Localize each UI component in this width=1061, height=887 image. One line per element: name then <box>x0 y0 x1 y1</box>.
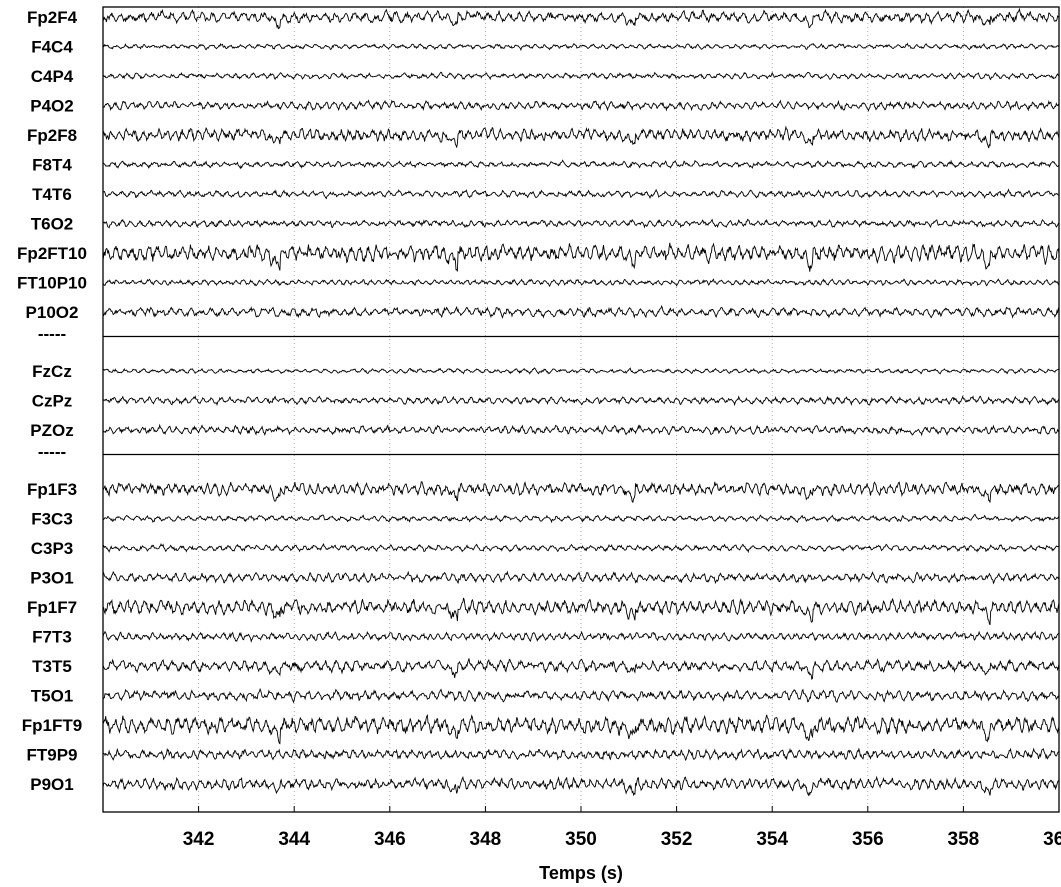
x-tick-label: 350 <box>565 829 597 850</box>
eeg-trace <box>102 367 1060 375</box>
eeg-trace <box>102 242 1060 272</box>
eeg-trace <box>102 42 1060 52</box>
eeg-trace <box>102 570 1060 585</box>
channel-label: P4O2 <box>30 97 73 116</box>
channel-label: PZOz <box>30 421 73 440</box>
channel-label: F7T3 <box>32 628 72 647</box>
eeg-trace <box>102 597 1060 626</box>
eeg-trace <box>102 99 1060 112</box>
eeg-trace <box>102 7 1060 30</box>
eeg-trace <box>102 125 1060 149</box>
eeg-trace <box>102 159 1060 170</box>
channel-label: CzPz <box>32 392 73 411</box>
eeg-trace <box>102 218 1060 229</box>
x-tick-label: 352 <box>661 829 693 850</box>
channel-label: FT9P9 <box>26 746 77 765</box>
channel-label: F4C4 <box>31 38 73 57</box>
x-tick-label: 344 <box>278 829 310 850</box>
x-tick-label: 356 <box>852 829 884 850</box>
eeg-trace <box>102 278 1060 288</box>
eeg-trace <box>102 304 1060 319</box>
x-axis: 342 344 346 348 350 352 354 356 358 360 <box>183 806 1061 850</box>
eeg-trace <box>102 687 1060 704</box>
channel-labels: Fp2F4 F4C4 C4P4 P4O2 Fp2F8 F8T4 T4T6 T6O2 Fp2FT1… <box>17 8 87 794</box>
x-axis-label: Temps (s) <box>539 863 623 883</box>
eeg-trace <box>102 480 1060 504</box>
eeg-trace <box>102 423 1060 437</box>
eeg-trace <box>102 714 1060 745</box>
eeg-trace <box>102 188 1060 200</box>
grid-lines <box>198 7 1060 812</box>
x-tick-label: 360 <box>1043 829 1061 850</box>
channel-label: T6O2 <box>31 215 74 234</box>
channel-label: T4T6 <box>32 185 72 204</box>
group-separator-label: ----- <box>38 325 66 344</box>
channel-label: Fp2FT10 <box>17 244 87 263</box>
channel-label: P9O1 <box>30 775 73 794</box>
eeg-trace <box>102 775 1060 797</box>
eeg-traces <box>102 7 1060 797</box>
eeg-trace <box>102 513 1060 524</box>
x-tick-label: 354 <box>756 829 788 850</box>
channel-label: T5O1 <box>31 687 74 706</box>
x-tick-label: 358 <box>948 829 980 850</box>
group-separator-label: ----- <box>38 443 66 462</box>
eeg-trace <box>102 630 1060 643</box>
channel-label: P10O2 <box>26 303 79 322</box>
channel-label: T3T5 <box>32 657 72 676</box>
channel-label: F3C3 <box>31 510 73 529</box>
x-tick-label: 346 <box>374 829 406 850</box>
channel-label: FT10P10 <box>17 274 87 293</box>
channel-label: Fp1F3 <box>27 480 77 499</box>
channel-label: Fp1FT9 <box>22 716 82 735</box>
eeg-trace <box>102 543 1060 554</box>
channel-label: F8T4 <box>32 156 72 175</box>
channel-label: C3P3 <box>31 539 74 558</box>
channel-label: Fp2F8 <box>27 126 77 145</box>
eeg-trace <box>102 747 1059 762</box>
eeg-trace <box>102 71 1059 81</box>
channel-label: Fp1F7 <box>27 598 77 617</box>
eeg-trace <box>102 658 1060 681</box>
eeg-trace <box>102 395 1060 407</box>
channel-label: C4P4 <box>31 67 74 86</box>
channel-label: Fp2F4 <box>27 8 78 27</box>
x-tick-label: 342 <box>183 829 215 850</box>
channel-label: FzCz <box>32 362 72 381</box>
x-tick-label: 348 <box>470 829 502 850</box>
channel-label: P3O1 <box>30 569 73 588</box>
